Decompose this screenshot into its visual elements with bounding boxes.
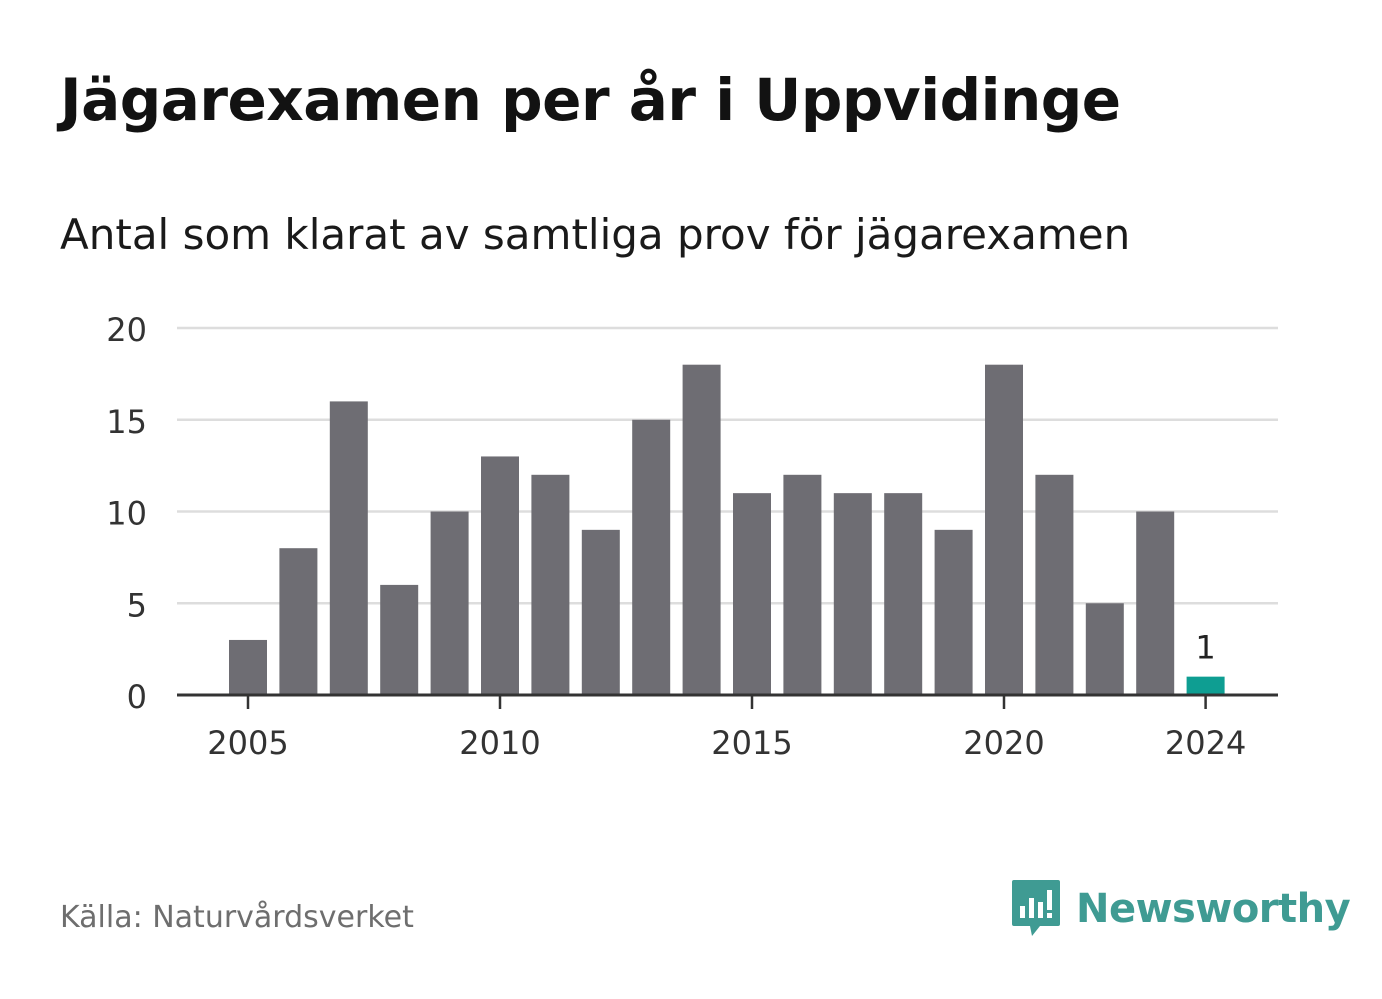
bar-2014 <box>682 364 721 695</box>
bar-2018 <box>884 493 923 695</box>
x-tick-label: 2020 <box>963 724 1044 762</box>
x-tick-label: 2005 <box>207 724 288 762</box>
y-tick-label: 20 <box>106 311 147 349</box>
bar-2006 <box>279 548 318 695</box>
y-tick-label: 0 <box>127 678 147 716</box>
y-tick-label: 5 <box>127 586 147 624</box>
bar-2019 <box>934 529 973 695</box>
bar-2013 <box>632 419 671 695</box>
chart-title: Jägarexamen per år i Uppvidinge <box>60 66 1121 134</box>
bar-2008 <box>380 584 419 695</box>
bar-2011 <box>531 474 570 695</box>
bar-chart: 0 5 10 15 20 1 2005 2010 2015 2020 2024 <box>106 311 1278 762</box>
brand-name: Newsworthy <box>1076 886 1351 932</box>
bars <box>177 364 1278 709</box>
brand-logo: Newsworthy <box>1010 878 1351 940</box>
bar-data-label: 1 <box>1195 629 1215 667</box>
x-tick-label: 2010 <box>459 724 540 762</box>
bar-2017 <box>833 493 872 695</box>
bar-2012 <box>581 529 620 695</box>
axis-labels: 0 5 10 15 20 1 2005 2010 2015 2020 2024 <box>106 311 1246 762</box>
bar-2007 <box>329 401 368 695</box>
y-tick-label: 10 <box>106 495 147 533</box>
x-tick-label: 2015 <box>711 724 792 762</box>
bar-2010 <box>481 456 519 695</box>
bar-2023 <box>1136 511 1175 695</box>
bar-2020 <box>985 364 1023 695</box>
bar-2009 <box>430 511 469 695</box>
bar-2005 <box>229 639 267 695</box>
chart-subtitle: Antal som klarat av samtliga prov för jä… <box>60 210 1131 259</box>
bar-2021 <box>1035 474 1074 695</box>
bar-2022 <box>1085 603 1124 695</box>
x-tick-label: 2024 <box>1165 724 1246 762</box>
bar-2015 <box>733 493 771 695</box>
bar-2024 <box>1186 676 1225 695</box>
newsworthy-logo-icon <box>1012 880 1060 936</box>
source-note: Källa: Naturvårdsverket <box>60 900 414 935</box>
y-tick-label: 15 <box>106 403 147 441</box>
bar-2016 <box>783 474 822 695</box>
